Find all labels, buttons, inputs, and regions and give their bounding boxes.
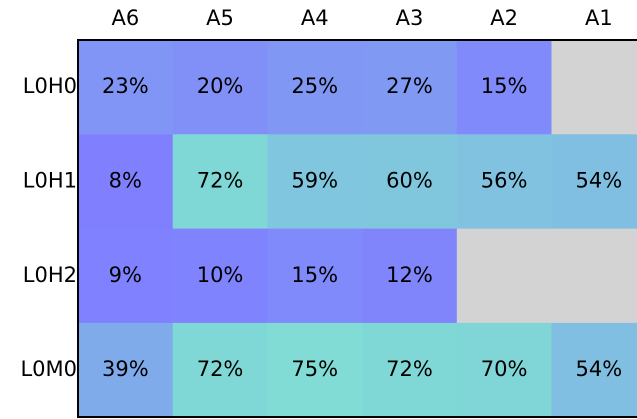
cell <box>267 228 363 324</box>
cell-label: 72% <box>197 357 244 381</box>
cell <box>267 40 363 135</box>
cell <box>362 322 458 418</box>
cells: 23% 20% 25% 27% 15% 8% 72% 59% 60% 56% 54% 9% 10% 15%… <box>78 40 637 418</box>
cell-label: 70% <box>481 357 528 381</box>
cell <box>362 228 458 324</box>
cell-label: 15% <box>481 74 528 98</box>
cell <box>362 40 458 135</box>
cell <box>456 322 552 418</box>
cell <box>551 134 637 230</box>
cell <box>78 40 174 135</box>
cell <box>78 134 174 230</box>
cell <box>267 322 363 418</box>
y-tick-label: L0H1 <box>23 168 77 192</box>
cell-label: 20% <box>197 74 244 98</box>
cell <box>362 134 458 230</box>
cell-label: 25% <box>291 74 338 98</box>
cell-label: 23% <box>102 74 149 98</box>
x-tick-label: A1 <box>585 6 613 30</box>
cell <box>172 40 268 135</box>
cell-label: 12% <box>386 263 433 287</box>
cell-label: 72% <box>386 357 433 381</box>
cell-label: 27% <box>386 74 433 98</box>
x-tick-label: A4 <box>301 6 329 30</box>
cell-label: 9% <box>109 263 142 287</box>
cell-label: 10% <box>197 263 244 287</box>
missing-cell <box>551 40 637 135</box>
cell <box>456 134 552 230</box>
cell <box>172 134 268 230</box>
cell-label: 60% <box>386 168 433 192</box>
missing-cell <box>456 228 552 324</box>
x-tick-label: A2 <box>490 6 518 30</box>
y-tick-label: L0M0 <box>20 357 77 381</box>
cell-label: 75% <box>291 357 338 381</box>
missing-cell <box>551 228 637 324</box>
cell-label: 8% <box>109 168 142 192</box>
cell <box>456 40 552 135</box>
y-tick-label: L0H0 <box>23 74 77 98</box>
cell-label: 15% <box>291 263 338 287</box>
cell <box>78 228 174 324</box>
cell-label: 54% <box>576 168 623 192</box>
cell <box>172 322 268 418</box>
x-tick-label: A3 <box>396 6 424 30</box>
cell <box>267 134 363 230</box>
cell-label: 54% <box>576 357 623 381</box>
cell-label: 39% <box>102 357 149 381</box>
cell <box>551 322 637 418</box>
cell-label: 56% <box>481 168 528 192</box>
cell <box>172 228 268 324</box>
x-tick-label: A5 <box>206 6 234 30</box>
x-tick-label: A6 <box>111 6 139 30</box>
cell-label: 72% <box>197 168 244 192</box>
y-tick-label: L0H2 <box>23 263 77 287</box>
cell-label: 59% <box>291 168 338 192</box>
cell <box>78 322 174 418</box>
